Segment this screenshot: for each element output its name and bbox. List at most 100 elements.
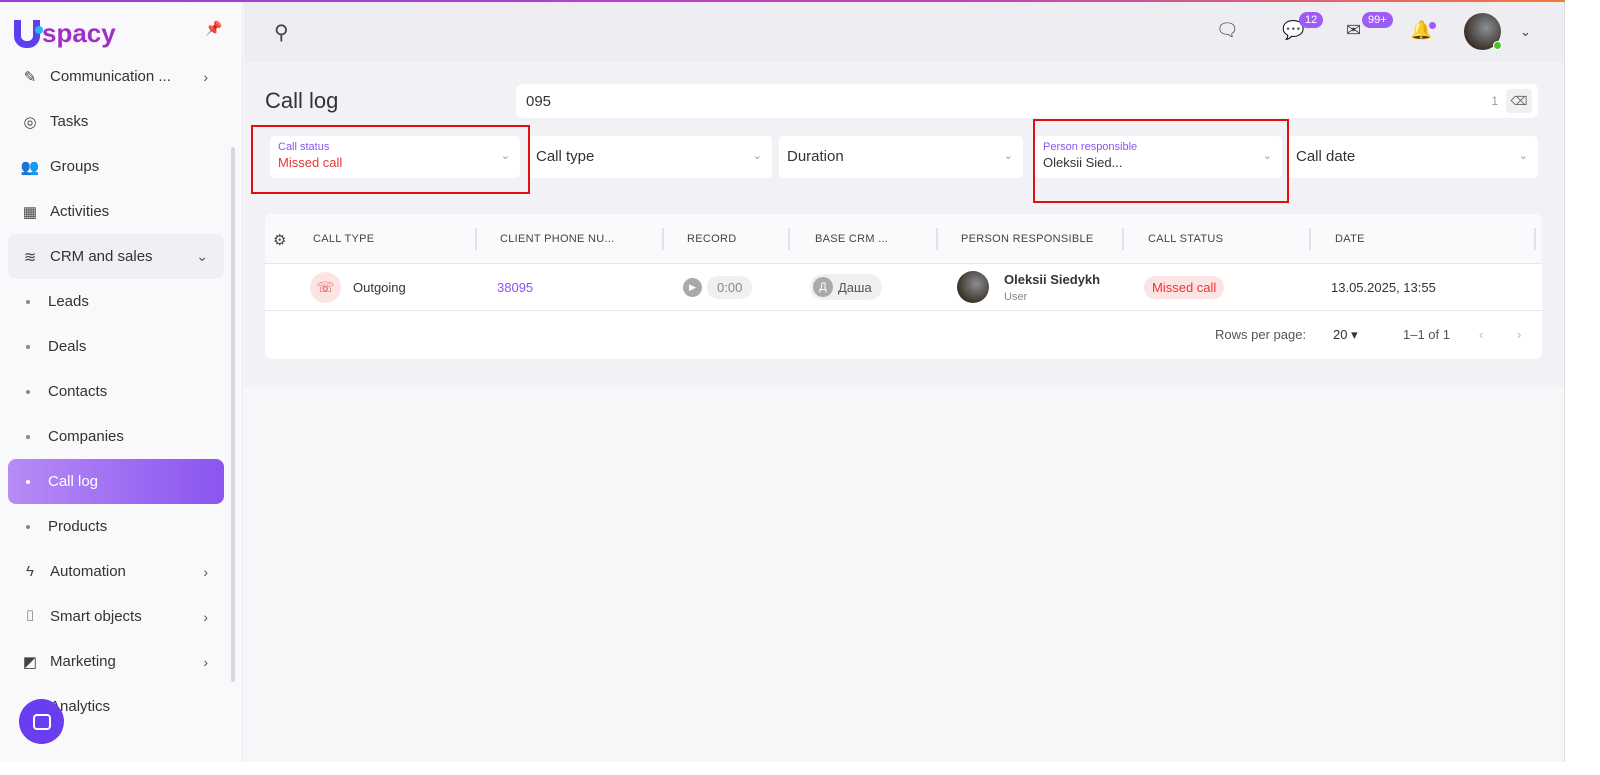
sidebar-item-label: Marketing bbox=[50, 653, 116, 670]
call-log-table: ⚙ CALL TYPE CLIENT PHONE NU... RECORD BA… bbox=[265, 214, 1542, 359]
column-resizer[interactable] bbox=[475, 228, 477, 250]
search-input[interactable]: 095 1 ⌫ bbox=[516, 84, 1538, 118]
column-header[interactable]: CLIENT PHONE NU... bbox=[500, 233, 615, 245]
page-range: 1–1 of 1 bbox=[1403, 327, 1450, 342]
rows-per-page-label: Rows per page: bbox=[1215, 327, 1307, 342]
chevron-right-icon: › bbox=[203, 563, 208, 580]
top-accent-line bbox=[0, 0, 1565, 2]
filter-placeholder: Duration bbox=[787, 148, 844, 165]
chevron-down-icon: ⌄ bbox=[196, 248, 208, 264]
person-avatar bbox=[957, 271, 989, 303]
calendar-check-icon: ▦ bbox=[22, 203, 38, 221]
sidebar-item-label: Call log bbox=[48, 473, 99, 490]
notification-dot bbox=[1429, 22, 1436, 29]
prev-page-button[interactable]: ‹ bbox=[1479, 327, 1484, 342]
next-page-button[interactable]: › bbox=[1517, 327, 1522, 342]
column-resizer[interactable] bbox=[936, 228, 938, 250]
sidebar-scrollbar[interactable] bbox=[231, 147, 235, 682]
column-resizer[interactable] bbox=[1309, 228, 1311, 250]
column-resizer[interactable] bbox=[1534, 228, 1536, 250]
clear-search-button[interactable]: ⌫ bbox=[1506, 89, 1532, 113]
sidebar-item-label: Groups bbox=[50, 158, 100, 175]
support-chat-button[interactable] bbox=[19, 699, 64, 744]
sidebar-item-label: CRM and sales bbox=[50, 248, 153, 265]
duration-filter[interactable]: Duration ⌄ bbox=[779, 136, 1023, 178]
main-content: Call log 095 1 ⌫ Call status Missed call… bbox=[244, 62, 1564, 387]
bolt-icon: ϟ bbox=[26, 563, 34, 580]
settings-gear-icon[interactable]: ⚙ bbox=[273, 232, 287, 249]
call-date-filter[interactable]: Call date ⌄ bbox=[1288, 136, 1538, 178]
column-header[interactable]: DATE bbox=[1335, 233, 1365, 245]
sidebar-item-tasks[interactable]: ◎ Tasks bbox=[8, 99, 224, 144]
rows-per-page-select[interactable]: 20 ▾ bbox=[1333, 327, 1358, 342]
sidebar-item-companies[interactable]: Companies bbox=[8, 414, 224, 459]
column-resizer[interactable] bbox=[1122, 228, 1124, 250]
chat-check-icon: ✎ bbox=[23, 68, 37, 86]
sidebar-item-activities[interactable]: ▦ Activities bbox=[8, 189, 224, 234]
call-type-filter[interactable]: Call type ⌄ bbox=[528, 136, 772, 178]
filter-placeholder: Call date bbox=[1296, 148, 1356, 165]
filter-label: Person responsible bbox=[1043, 141, 1138, 153]
bullet-icon bbox=[26, 389, 30, 394]
filter-placeholder: Call type bbox=[536, 148, 595, 165]
pin-icon[interactable]: 📌 bbox=[205, 20, 223, 36]
sidebar-item-smart-objects[interactable]: ⌷ Smart objects › bbox=[8, 594, 224, 639]
column-header[interactable]: CALL TYPE bbox=[313, 233, 375, 245]
bullet-icon bbox=[26, 524, 30, 529]
user-avatar[interactable] bbox=[1464, 13, 1502, 50]
chat-icon bbox=[32, 713, 51, 730]
column-header[interactable]: RECORD bbox=[687, 233, 737, 245]
database-icon: ≋ bbox=[23, 248, 37, 266]
table-row[interactable]: ☏ Outgoing 38095 ▶ 0:00 Д Даша Oleksii S… bbox=[265, 264, 1542, 311]
column-resizer[interactable] bbox=[788, 228, 790, 250]
crm-chip[interactable]: Д Даша bbox=[810, 274, 882, 300]
column-header[interactable]: CALL STATUS bbox=[1148, 233, 1224, 245]
search-icon[interactable]: ⚲ bbox=[274, 22, 289, 44]
outgoing-call-icon: ☏ bbox=[310, 272, 341, 303]
sidebar-item-label: Leads bbox=[48, 293, 89, 310]
filter-value: Missed call bbox=[278, 155, 343, 170]
sidebar-item-leads[interactable]: Leads bbox=[8, 279, 224, 324]
sidebar-item-crm-and-sales[interactable]: ≋ CRM and sales ⌄ bbox=[8, 234, 224, 279]
record-duration: 0:00 bbox=[707, 276, 753, 299]
bullet-icon bbox=[26, 434, 30, 439]
chevron-down-icon: ⌄ bbox=[1003, 150, 1013, 162]
chevron-down-icon: ⌄ bbox=[752, 150, 762, 162]
chevron-down-icon: ⌄ bbox=[1518, 150, 1528, 162]
column-resizer[interactable] bbox=[662, 228, 664, 250]
person-name[interactable]: Oleksii Siedykh bbox=[1004, 272, 1101, 287]
chevron-down-icon[interactable]: ⌄ bbox=[1520, 24, 1531, 39]
column-header[interactable]: BASE CRM ... bbox=[815, 233, 889, 245]
sidebar-item-automation[interactable]: ϟ Automation › bbox=[8, 549, 224, 594]
play-icon[interactable]: ▶ bbox=[683, 278, 702, 297]
sidebar-item-marketing[interactable]: ◩ Marketing › bbox=[8, 639, 224, 684]
sidebar-item-deals[interactable]: Deals bbox=[8, 324, 224, 369]
chevron-down-icon: ⌄ bbox=[1262, 150, 1272, 162]
mail-icon[interactable]: ✉ bbox=[1346, 20, 1362, 40]
check-circle-icon: ◎ bbox=[23, 113, 37, 131]
logo[interactable]: spacy bbox=[14, 18, 116, 49]
logo-text: spacy bbox=[42, 18, 116, 48]
sidebar-item-groups[interactable]: 👥 Groups bbox=[8, 144, 224, 189]
sidebar-item-products[interactable]: Products bbox=[8, 504, 224, 549]
crm-name: Даша bbox=[838, 279, 872, 295]
bell-icon[interactable]: 🔔 bbox=[1410, 20, 1433, 40]
sidebar-item-communication[interactable]: ✎ Communication ... › bbox=[8, 54, 224, 99]
chats-icon[interactable]: 💬 bbox=[1282, 20, 1305, 40]
chevron-right-icon: › bbox=[203, 653, 208, 670]
status-badge: Missed call bbox=[1144, 276, 1225, 299]
person-responsible-filter[interactable]: Person responsible Oleksii Sied... ⌄ bbox=[1035, 136, 1282, 178]
call-type: Outgoing bbox=[353, 280, 406, 295]
sidebar-item-call-log[interactable]: Call log bbox=[8, 459, 224, 504]
chevron-right-icon: › bbox=[203, 68, 208, 85]
column-header[interactable]: PERSON RESPONSIBLE bbox=[961, 233, 1094, 245]
sidebar-item-label: Analytics bbox=[50, 698, 111, 715]
message-icon[interactable]: 🗨 bbox=[1216, 20, 1239, 40]
chart-icon: ◩ bbox=[22, 653, 38, 671]
search-count: 1 bbox=[1491, 94, 1498, 108]
client-phone-link[interactable]: 38095 bbox=[497, 280, 534, 295]
sidebar-item-contacts[interactable]: Contacts bbox=[8, 369, 224, 414]
call-status-filter[interactable]: Call status Missed call ⌄ bbox=[270, 136, 520, 178]
chevron-right-icon: › bbox=[203, 608, 208, 625]
scan-icon: ⌷ bbox=[25, 608, 35, 625]
